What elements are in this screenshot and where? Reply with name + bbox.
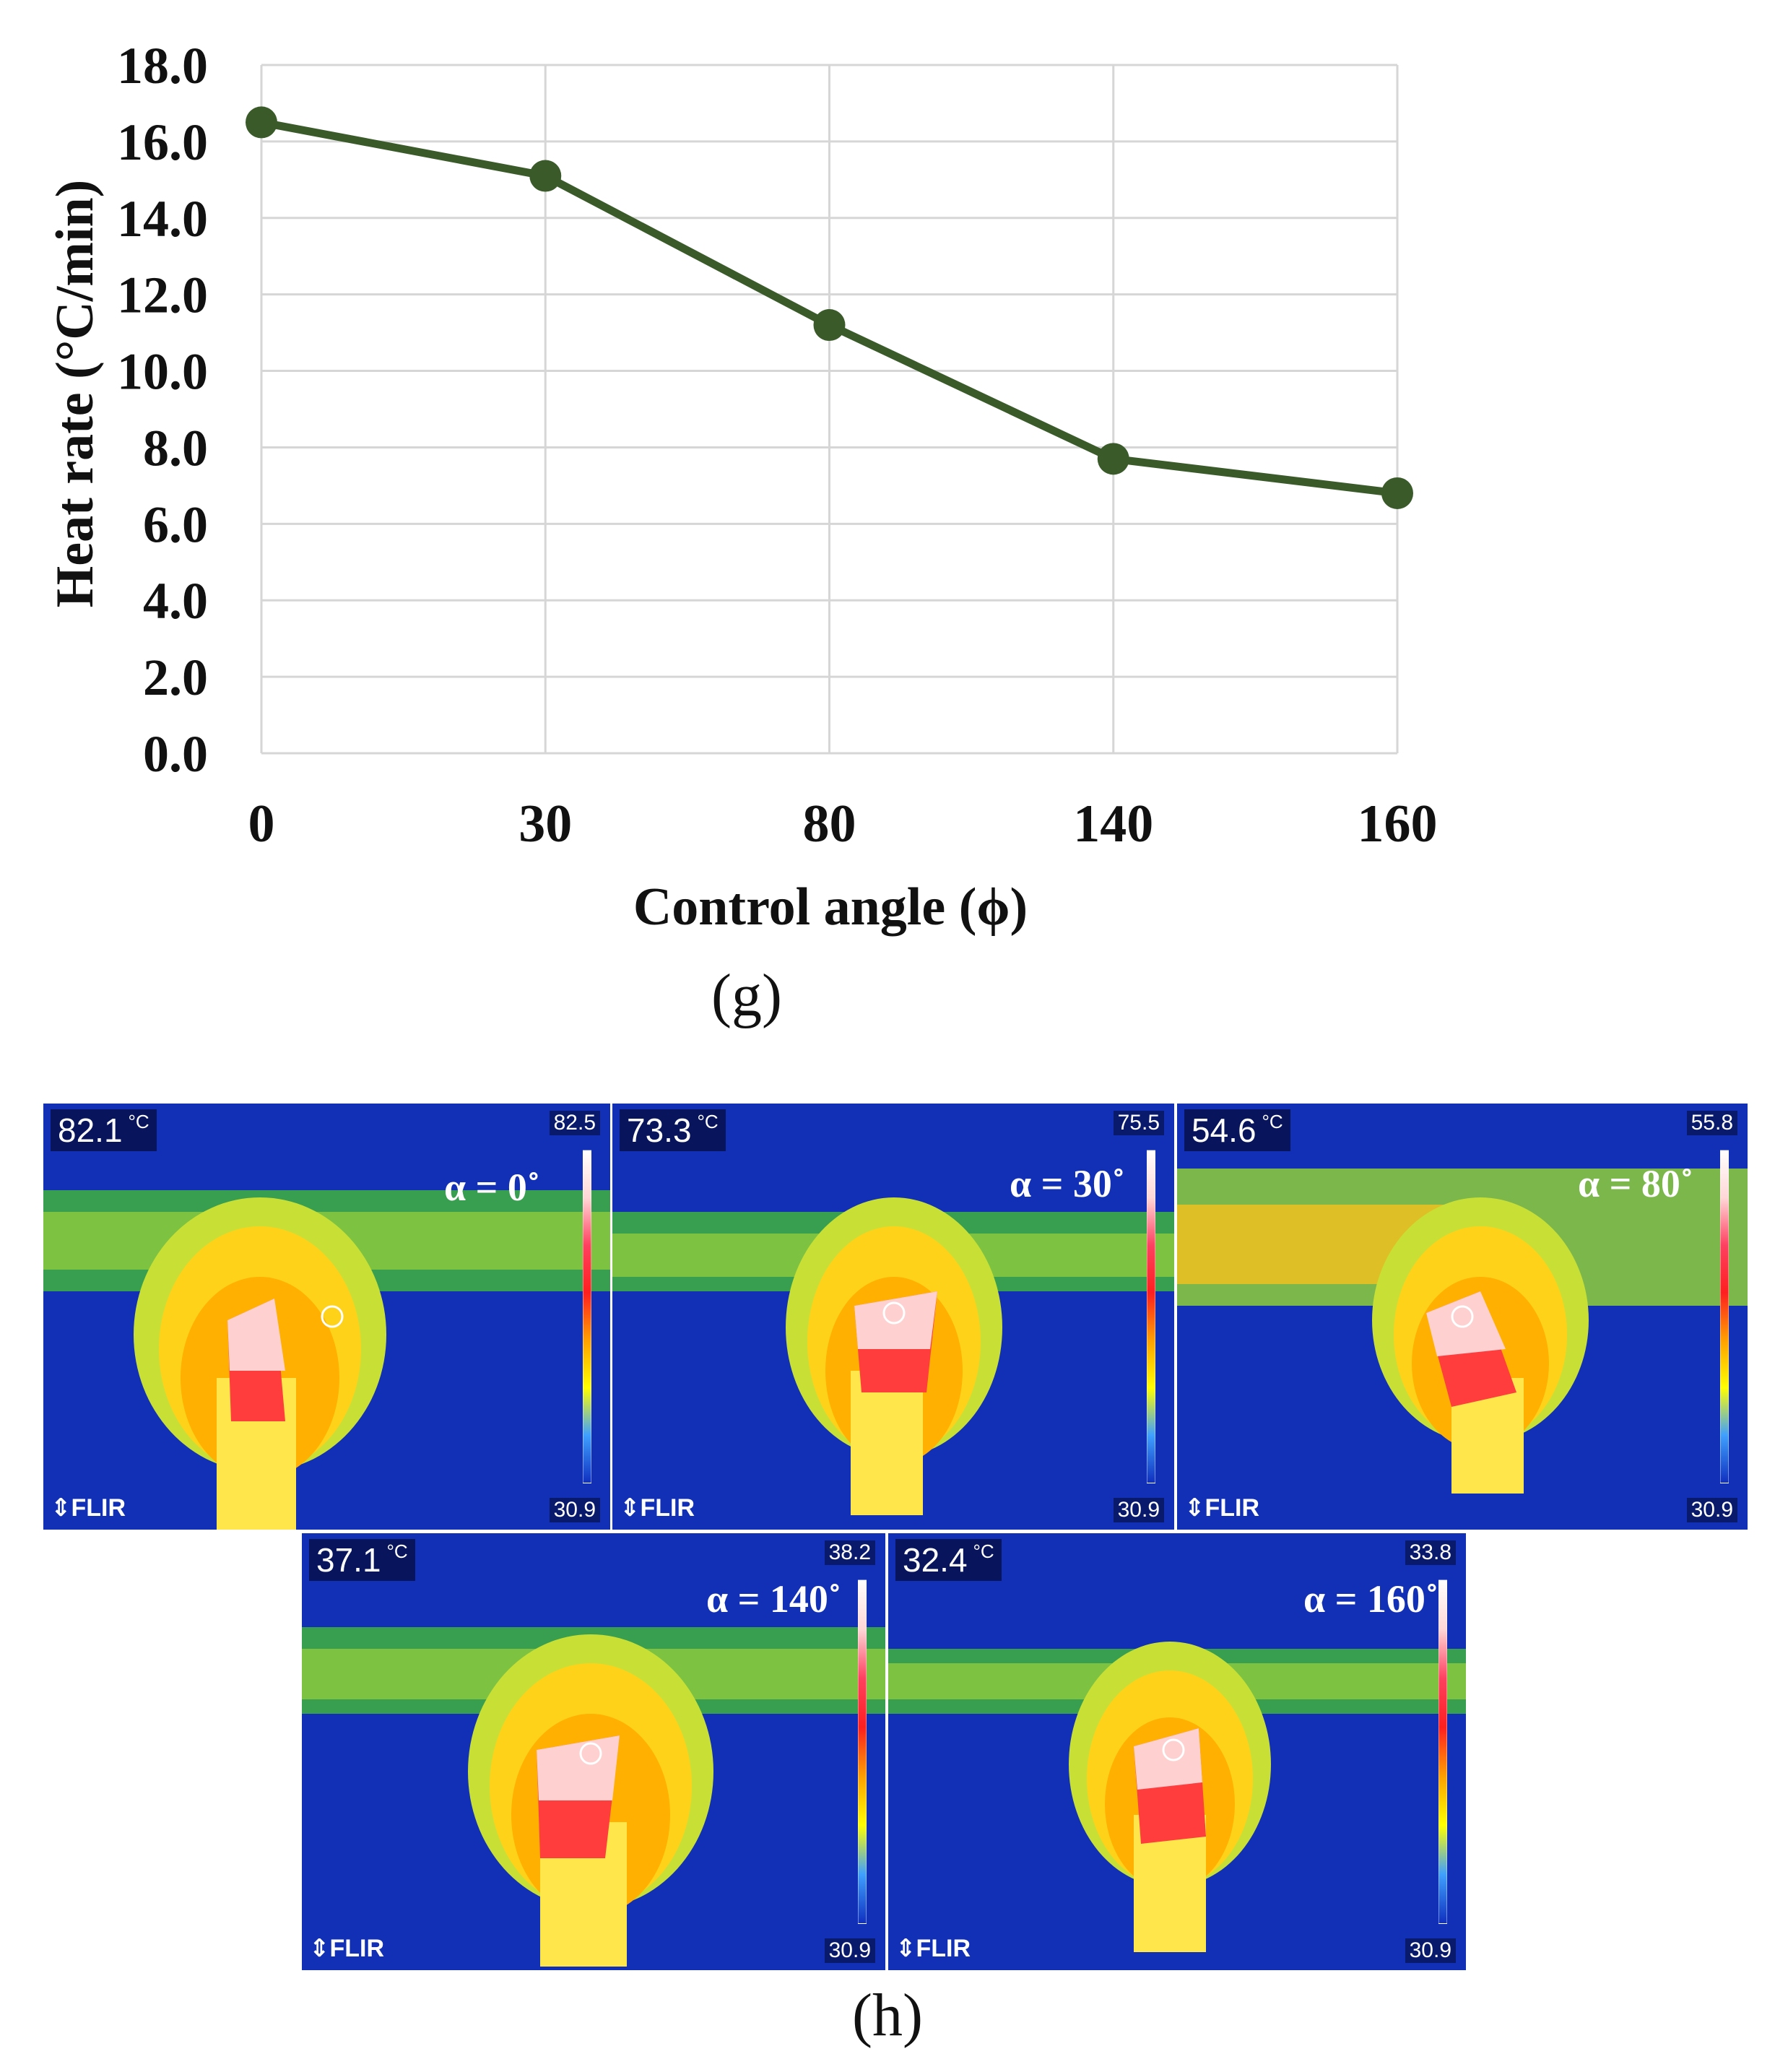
data-point: [529, 160, 562, 192]
color-scale-bar: [1438, 1579, 1447, 1924]
y-tick-label: 14.0: [117, 190, 208, 248]
y-tick-label: 8.0: [143, 419, 208, 477]
thermal-image-4: 32.4 °C 33.8 α = 160˚ ⇕FLIR 30.9: [888, 1533, 1466, 1970]
y-tick-label: 12.0: [117, 266, 208, 324]
caption-g: (g): [711, 962, 782, 1029]
angle-label: α = 0˚: [444, 1166, 540, 1209]
crosshair-icon: [321, 1305, 344, 1328]
angle-label: α = 160˚: [1303, 1577, 1438, 1621]
flir-logo: ⇕FLIR: [51, 1494, 126, 1522]
crosshair-icon: [882, 1301, 906, 1325]
y-tick-label: 6.0: [143, 495, 208, 553]
scale-min: 30.9: [1113, 1498, 1164, 1522]
x-axis-label: Control angle (ϕ): [633, 877, 1028, 937]
color-scale-bar: [1720, 1150, 1729, 1483]
flir-logo: ⇕FLIR: [1184, 1494, 1260, 1522]
caption-h: (h): [852, 1982, 923, 2049]
scale-min: 30.9: [1686, 1498, 1737, 1522]
thermal-image-1: 73.3 °C 75.5 α = 30˚ ⇕FLIR 30.9: [612, 1104, 1174, 1530]
thermal-image-3: 37.1 °C 38.2 α = 140˚ ⇕FLIR 30.9: [302, 1533, 885, 1970]
y-tick-label: 0.0: [143, 725, 208, 783]
scale-max: 82.5: [549, 1111, 600, 1135]
thermal-image-2: 54.6 °C 55.8 α = 80˚ ⇕FLIR 30.9: [1177, 1104, 1748, 1530]
scale-min: 30.9: [824, 1938, 875, 1963]
scale-max: 75.5: [1113, 1111, 1164, 1135]
crosshair-icon: [1451, 1305, 1474, 1328]
thermal-scene: [1177, 1104, 1748, 1530]
max-temp-readout: 54.6 °C: [1184, 1109, 1290, 1151]
scale-max: 33.8: [1405, 1540, 1456, 1565]
x-tick-label: 160: [1358, 794, 1438, 854]
x-tick-label: 80: [803, 794, 856, 854]
thermal-scene: [302, 1533, 885, 1970]
max-temp-readout: 32.4 °C: [895, 1539, 1002, 1581]
data-point: [813, 309, 846, 342]
flir-logo: ⇕FLIR: [895, 1935, 971, 1962]
crosshair-icon: [579, 1742, 602, 1765]
crosshair-icon: [1162, 1738, 1185, 1761]
flir-logo: ⇕FLIR: [309, 1935, 385, 1962]
x-tick-label: 30: [518, 794, 572, 854]
heat-rate-chart: 0.0 2.0 4.0 6.0 8.0 10.0 12.0 14.0 16.0 18.0 0 30 80…: [45, 37, 1438, 937]
angle-label: α = 80˚: [1578, 1162, 1693, 1205]
y-tick-label: 18.0: [117, 37, 208, 95]
y-tick-label: 10.0: [117, 343, 208, 401]
thermal-image-0: 82.1 °C 82.5 α = 0˚ ⇕FLIR 30.9: [43, 1104, 610, 1530]
max-temp-readout: 82.1 °C: [51, 1109, 157, 1151]
x-tick-label: 0: [248, 794, 275, 854]
y-tick-label: 4.0: [143, 572, 208, 630]
color-scale-bar: [1147, 1150, 1155, 1483]
y-tick-label: 16.0: [117, 113, 208, 171]
flir-logo: ⇕FLIR: [620, 1494, 695, 1522]
scale-min: 30.9: [1405, 1938, 1456, 1963]
angle-label: α = 140˚: [706, 1577, 841, 1621]
data-point: [1097, 443, 1129, 475]
thermal-scene: [888, 1533, 1466, 1970]
scale-max: 38.2: [824, 1540, 875, 1565]
scale-min: 30.9: [549, 1498, 600, 1522]
max-temp-readout: 73.3 °C: [620, 1109, 726, 1151]
chart-grid: [260, 64, 1399, 755]
thermal-scene: [43, 1104, 610, 1530]
y-tick-label: 2.0: [143, 649, 208, 706]
chart-ticks: 0.0 2.0 4.0 6.0 8.0 10.0 12.0 14.0 16.0 18.0 0 30 80…: [117, 37, 1438, 854]
data-point: [246, 106, 277, 139]
x-tick-label: 140: [1073, 794, 1153, 854]
data-point: [1381, 477, 1413, 509]
color-scale-bar: [583, 1150, 591, 1483]
chart-series: [246, 106, 1413, 509]
y-axis-label: Heat rate (°C/min): [45, 180, 105, 608]
scale-max: 55.8: [1686, 1111, 1737, 1135]
thermal-scene: [612, 1104, 1174, 1530]
max-temp-readout: 37.1 °C: [309, 1539, 415, 1581]
color-scale-bar: [858, 1579, 867, 1924]
angle-label: α = 30˚: [1010, 1162, 1125, 1205]
